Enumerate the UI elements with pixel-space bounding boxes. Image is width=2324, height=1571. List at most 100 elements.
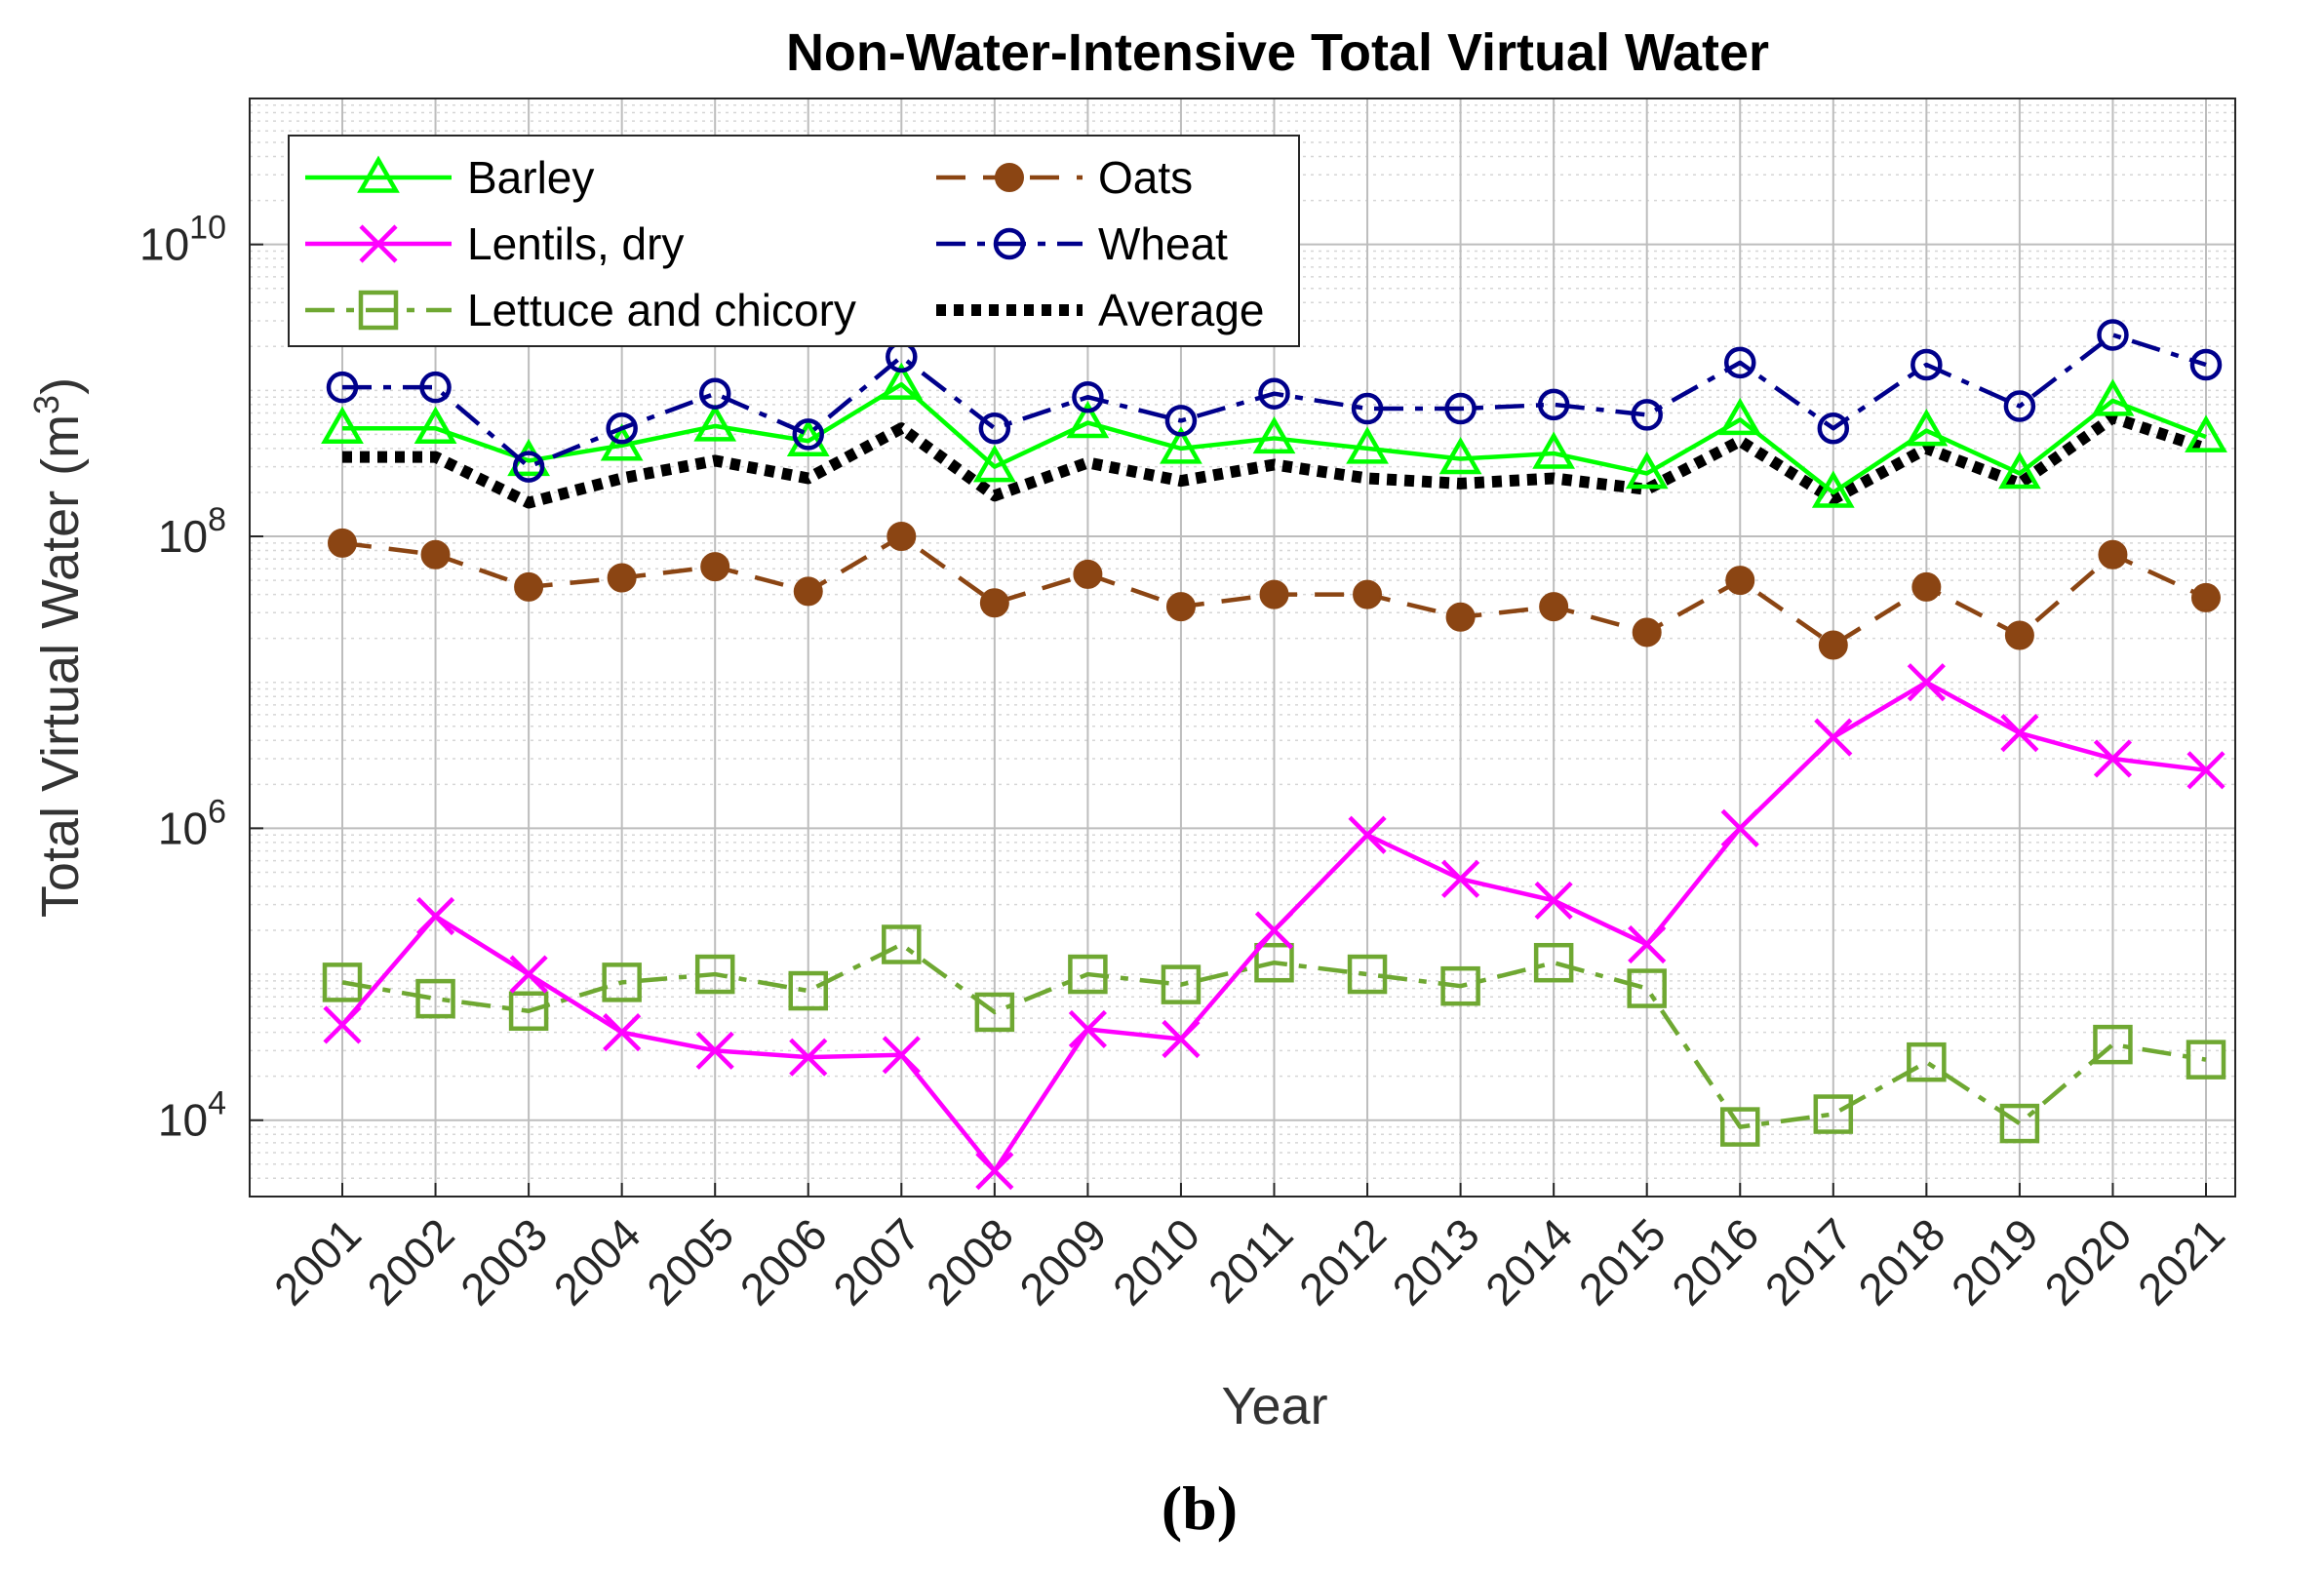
square-marker bbox=[358, 290, 399, 331]
open-circle-marker bbox=[1258, 377, 1290, 410]
triangle-marker bbox=[2185, 414, 2227, 452]
x-marker bbox=[1068, 1009, 1107, 1049]
x-marker bbox=[1441, 859, 1480, 898]
y-axis-label: Total Virtual Water (m3) bbox=[26, 377, 90, 918]
triangle-marker bbox=[693, 404, 737, 442]
triangle-marker bbox=[1252, 415, 1296, 454]
y-tick-exponent: 10 bbox=[189, 210, 226, 247]
filled-circle-marker bbox=[793, 576, 823, 607]
x-marker bbox=[2093, 739, 2133, 778]
legend-entry: Lettuce and chicory bbox=[305, 285, 856, 335]
square-marker bbox=[1720, 1107, 1760, 1147]
legend-entry: Wheat bbox=[936, 218, 1228, 269]
triangle-marker bbox=[972, 445, 1016, 483]
x-marker bbox=[882, 1036, 921, 1075]
square-marker bbox=[415, 978, 455, 1019]
x-marker bbox=[415, 896, 455, 936]
open-circle-marker bbox=[2097, 319, 2129, 351]
triangle-marker bbox=[1625, 451, 1669, 490]
square-marker bbox=[1440, 965, 1480, 1006]
x-marker bbox=[1628, 924, 1667, 964]
triangle-marker bbox=[880, 362, 924, 400]
triangle-marker bbox=[1718, 397, 1762, 436]
square-marker bbox=[1068, 954, 1108, 995]
triangle-marker bbox=[1160, 426, 1202, 464]
square-marker bbox=[1907, 1041, 1947, 1082]
filled-circle-marker bbox=[700, 552, 730, 582]
series-line bbox=[342, 412, 2208, 509]
open-circle-marker bbox=[1444, 392, 1477, 425]
legend-label: Lentils, dry bbox=[467, 218, 684, 269]
square-marker bbox=[882, 924, 922, 964]
triangle-marker bbox=[786, 418, 830, 457]
legend-entry: Average bbox=[936, 285, 1265, 335]
y-axis-label-superscript: 3 bbox=[26, 395, 66, 414]
legend-label: Wheat bbox=[1098, 218, 1228, 269]
triangle-marker bbox=[1532, 431, 1576, 469]
open-circle-marker bbox=[792, 418, 824, 451]
triangle-marker bbox=[2091, 378, 2135, 416]
y-tick-base: 10 bbox=[158, 511, 208, 562]
y-tick-label: 104 bbox=[158, 1085, 226, 1146]
series-oats bbox=[328, 522, 2221, 660]
series-line bbox=[342, 333, 2207, 469]
x-marker bbox=[1162, 1019, 1201, 1059]
y-tick-base: 10 bbox=[158, 1095, 208, 1146]
x-marker bbox=[2186, 751, 2226, 790]
filled-circle-marker bbox=[1911, 571, 1942, 602]
open-circle-marker bbox=[1910, 348, 1943, 381]
triangle-marker bbox=[1066, 401, 1110, 439]
legend-entry: Lentils, dry bbox=[305, 218, 684, 269]
x-marker bbox=[1534, 881, 1573, 921]
x-marker bbox=[789, 1038, 828, 1077]
legend-box bbox=[288, 135, 1300, 347]
filled-circle-marker bbox=[514, 571, 544, 602]
filled-circle-marker bbox=[1539, 592, 1569, 622]
triangle-marker bbox=[321, 406, 364, 444]
x-marker bbox=[1254, 911, 1294, 950]
triangle-marker bbox=[1438, 436, 1482, 475]
open-circle-marker bbox=[1631, 399, 1663, 431]
y-tick-base: 10 bbox=[139, 219, 189, 270]
y-tick-label: 106 bbox=[158, 793, 226, 853]
legend-entry: Oats bbox=[936, 152, 1193, 203]
legend-label: Barley bbox=[467, 152, 594, 203]
legend-label: Oats bbox=[1098, 152, 1193, 203]
filled-circle-marker bbox=[886, 522, 917, 552]
y-axis-label-suffix: ) bbox=[31, 377, 90, 395]
filled-circle-marker bbox=[1445, 602, 1476, 632]
chart-title: Non-Water-Intensive Total Virtual Water bbox=[786, 23, 1769, 82]
open-circle-marker bbox=[993, 227, 1026, 260]
legend: Barley Lentils, dry Lettuce and chicory Oat… bbox=[288, 135, 1300, 347]
y-tick-exponent: 4 bbox=[208, 1085, 226, 1122]
square-marker bbox=[1627, 968, 1667, 1008]
open-circle-marker bbox=[698, 377, 731, 410]
open-circle-marker bbox=[1724, 346, 1756, 379]
x-marker bbox=[1348, 815, 1387, 854]
square-marker bbox=[1347, 954, 1388, 995]
y-tick-label: 1010 bbox=[139, 210, 226, 270]
filled-circle-marker bbox=[1818, 630, 1848, 660]
filled-circle-marker bbox=[1353, 579, 1383, 609]
square-marker bbox=[788, 970, 828, 1011]
filled-circle-marker bbox=[1259, 579, 1289, 609]
series-layer bbox=[321, 319, 2227, 1191]
legend-label: Average bbox=[1098, 285, 1265, 335]
open-circle-marker bbox=[978, 412, 1011, 445]
series-lettuce-and-chicory bbox=[322, 924, 2226, 1147]
series-lentils-dry bbox=[323, 663, 2226, 1191]
square-marker bbox=[1533, 942, 1574, 983]
filled-circle-marker bbox=[420, 539, 451, 569]
filled-circle-marker bbox=[995, 163, 1024, 192]
square-marker bbox=[1254, 942, 1294, 983]
y-axis-label-main: Total Virtual Water (m bbox=[31, 414, 90, 918]
legend-entry: Barley bbox=[305, 152, 594, 203]
x-axis-label: Year bbox=[1221, 1377, 1327, 1435]
open-circle-marker bbox=[1351, 392, 1384, 425]
open-circle-marker bbox=[2003, 390, 2036, 422]
filled-circle-marker bbox=[2191, 582, 2221, 612]
series-line bbox=[341, 942, 2207, 1129]
open-circle-marker bbox=[1537, 388, 1570, 421]
